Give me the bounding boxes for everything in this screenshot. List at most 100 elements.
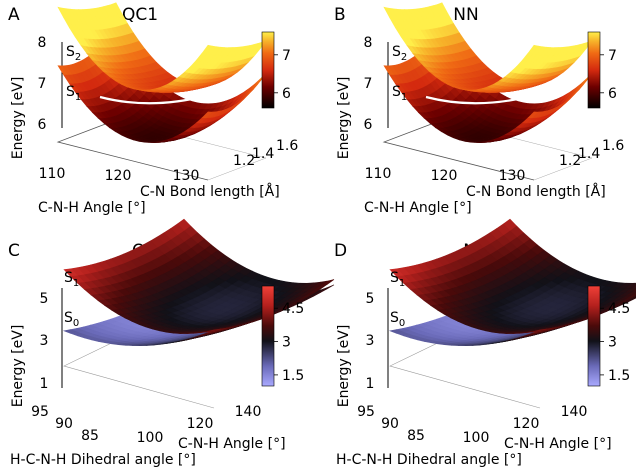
y-tick-label: 140 — [235, 404, 262, 420]
surface-label-sub: 0 — [73, 318, 79, 329]
z-tick-label: 1 — [40, 376, 49, 392]
y-tick-label: 100 — [137, 430, 164, 446]
colorbar: 67 — [587, 31, 617, 109]
x-tick-label: 120 — [431, 168, 458, 184]
y-axis-label: C-N Bond length [Å] — [140, 183, 280, 200]
surface-label-s2: S2 — [392, 44, 407, 63]
x-tick-label: 90 — [55, 416, 73, 432]
panel-title: NN — [453, 5, 478, 25]
colorbar-gradient — [261, 31, 275, 109]
z-tick-label: 7 — [38, 76, 47, 92]
panel-letter: B — [334, 5, 346, 25]
panel-d: DNN135Energy [eV]S1S0959085100120140C-N-… — [334, 218, 636, 468]
surface-s2 — [383, 2, 593, 93]
y-tick-label: 140 — [561, 404, 588, 420]
y-axis-label: C-N Bond length [Å] — [466, 183, 606, 200]
x-axis-label: H-C-N-H Dihedral angle [°] — [336, 452, 522, 468]
y-tick-label: 1.6 — [602, 138, 624, 154]
x-tick-label: 130 — [173, 168, 200, 184]
axis-floor — [56, 119, 209, 181]
crossing-seam — [425, 94, 532, 105]
axis-floor — [382, 119, 535, 181]
surface-label-sub: 0 — [399, 318, 405, 329]
y-tick-label: 120 — [513, 416, 540, 432]
y-tick-label: 100 — [463, 430, 490, 446]
colorbar-gradient — [587, 285, 601, 387]
colorbar-tick-label: 7 — [282, 48, 291, 64]
x-tick-label: 130 — [499, 168, 526, 184]
panel-title: QC1 — [122, 5, 158, 25]
panel-c: CQC1135Energy [eV]S1S0959085100120140C-N… — [8, 218, 335, 468]
y-tick-label: 1.4 — [578, 146, 600, 162]
panel-letter: A — [8, 5, 20, 25]
z-tick-label: 3 — [40, 333, 49, 349]
x-tick-label: 95 — [357, 404, 375, 420]
y-tick-label: 1.2 — [233, 153, 255, 169]
colorbar-tick-label: 1.5 — [282, 368, 304, 384]
axis-floor — [207, 157, 267, 181]
surface-label-s0: S0 — [390, 310, 405, 329]
surface-label-s2: S2 — [66, 44, 81, 63]
y-axis-label: C-N-H Angle [°] — [504, 436, 612, 452]
z-tick-label: 8 — [38, 35, 47, 51]
z-tick-label: 1 — [366, 376, 375, 392]
x-axis-label: C-N-H Angle [°] — [364, 200, 472, 216]
colorbar-tick-label: 3 — [608, 335, 617, 351]
surface-label-sub: 2 — [75, 52, 81, 63]
z-tick-label: 5 — [366, 291, 375, 307]
colorbar-tick-label: 3 — [282, 335, 291, 351]
surface-label-s0: S0 — [64, 310, 79, 329]
colorbar-tick-label: 7 — [608, 48, 617, 64]
x-tick-label: 95 — [31, 404, 49, 420]
surface-cell — [201, 44, 213, 55]
z-tick-label: 5 — [40, 291, 49, 307]
surface-s2 — [57, 2, 267, 93]
x-tick-label: 110 — [39, 166, 66, 182]
surface-cell — [527, 44, 539, 55]
x-tick-label: 90 — [381, 416, 399, 432]
y-axis-label: C-N-H Angle [°] — [178, 436, 286, 452]
colorbar-tick-label: 4.5 — [282, 301, 304, 317]
x-axis-label: H-C-N-H Dihedral angle [°] — [10, 452, 196, 468]
z-axis-label: Energy [eV] — [336, 325, 352, 408]
colorbar-gradient — [587, 31, 601, 109]
colorbar-tick-label: 6 — [282, 86, 291, 102]
x-tick-label: 120 — [105, 168, 132, 184]
surface-cell — [207, 328, 221, 332]
colorbar-tick-label: 4.5 — [608, 301, 630, 317]
z-tick-label: 6 — [38, 117, 47, 133]
y-tick-label: 120 — [187, 416, 214, 432]
z-axis-label: Energy [eV] — [336, 77, 352, 160]
x-tick-label: 85 — [407, 428, 425, 444]
surface-label-sub: 1 — [399, 278, 405, 289]
colorbar: 67 — [261, 31, 291, 109]
colorbar-tick-label: 6 — [608, 86, 617, 102]
z-axis-label: Energy [eV] — [10, 325, 26, 408]
axis-floor — [533, 157, 593, 181]
colorbar-tick-label: 1.5 — [608, 368, 630, 384]
surface-label-sub: 1 — [75, 92, 81, 103]
x-axis-label: C-N-H Angle [°] — [38, 200, 146, 216]
surface-label-sub: 1 — [73, 278, 79, 289]
surface-label-sub: 1 — [401, 92, 407, 103]
colorbar: 1.5 3 4.5 — [587, 285, 630, 387]
x-tick-label: 110 — [365, 166, 392, 182]
x-tick-label: 85 — [81, 428, 99, 444]
surface-cell — [527, 111, 539, 119]
colorbar: 1.5 3 4.5 — [261, 285, 304, 387]
z-tick-label: 7 — [364, 76, 373, 92]
z-axis-label: Energy [eV] — [10, 77, 26, 160]
panel-letter: D — [334, 241, 347, 261]
colorbar-gradient — [261, 285, 275, 387]
surface-cell — [631, 285, 636, 289]
y-tick-label: 1.6 — [276, 138, 298, 154]
crossing-seam — [99, 94, 206, 105]
surface-cell — [201, 111, 213, 119]
z-tick-label: 8 — [364, 35, 373, 51]
panel-letter: C — [8, 241, 20, 261]
surface-cell — [533, 328, 547, 332]
z-tick-label: 3 — [366, 333, 375, 349]
y-tick-label: 1.4 — [252, 146, 274, 162]
